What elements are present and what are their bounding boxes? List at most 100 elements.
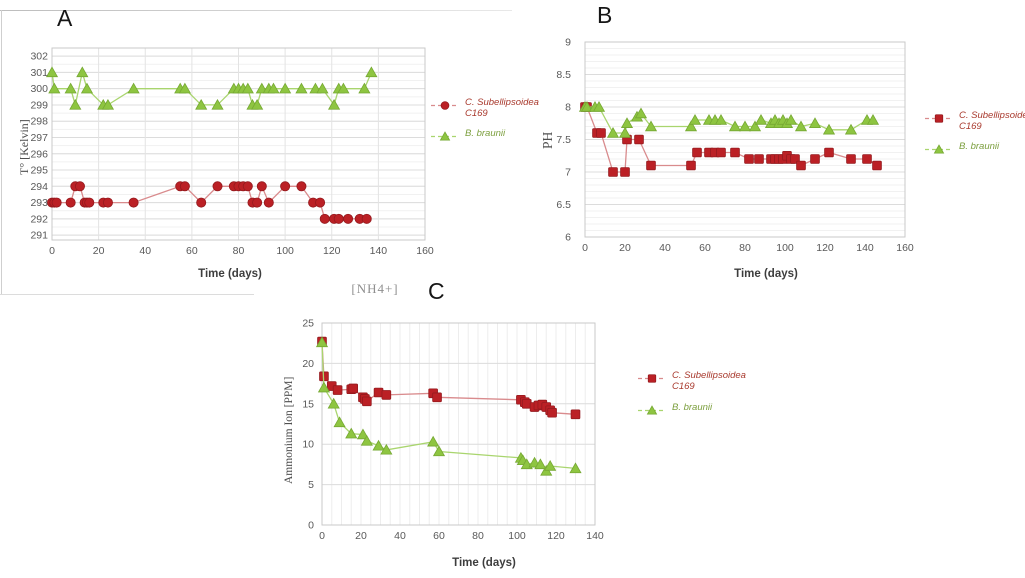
svg-text:40: 40 xyxy=(139,245,151,257)
panel-c-label: C xyxy=(428,278,445,304)
tick-labels: 0 20 40 60 80 100 120 140 0 5 10 15 20 25 xyxy=(302,318,604,543)
chart-ph: 0 20 40 60 80 100 120 140 160 6 6.5 7 7.5 8 8.5 9 xyxy=(556,37,914,255)
svg-text:100: 100 xyxy=(508,530,526,542)
chart-a-y-axis-title: T° [Kelvin] xyxy=(17,119,31,175)
svg-text:80: 80 xyxy=(472,530,484,542)
svg-text:5: 5 xyxy=(308,479,314,491)
svg-text:20: 20 xyxy=(93,245,105,257)
svg-text:292: 292 xyxy=(30,213,48,225)
svg-text:8.5: 8.5 xyxy=(556,69,571,81)
svg-text:60: 60 xyxy=(186,245,198,257)
svg-text:291: 291 xyxy=(30,230,48,242)
chart-temperature: 0 20 40 60 80 100 120 140 160 291 292 293 294 295 296 2… xyxy=(30,47,434,257)
green-triangle-marker-icon xyxy=(638,403,666,415)
red-circle-marker-icon xyxy=(431,98,459,110)
svg-text:120: 120 xyxy=(323,245,341,257)
plot-border xyxy=(584,41,906,238)
x-major-gridlines xyxy=(98,48,426,240)
svg-text:140: 140 xyxy=(856,242,874,254)
chart-b-legend-entry-c169: C. Subellipsoidea C169 xyxy=(925,110,1025,133)
red-square-marker-icon xyxy=(925,111,953,123)
svg-text:0: 0 xyxy=(49,245,55,257)
svg-text:9: 9 xyxy=(565,37,571,49)
svg-text:60: 60 xyxy=(699,242,711,254)
legend-label-braunii: B. braunii xyxy=(672,402,713,413)
svg-text:160: 160 xyxy=(416,245,434,257)
series-triangle xyxy=(45,66,378,110)
legend-label-c169: C. Subellipsoidea C169 xyxy=(672,370,746,393)
chart-c-legend-entry-braunii: B. braunii xyxy=(638,402,746,415)
chart-b-y-axis-title: PH xyxy=(540,131,555,149)
svg-text:0: 0 xyxy=(308,520,314,532)
svg-text:100: 100 xyxy=(276,245,294,257)
svg-text:296: 296 xyxy=(30,148,48,160)
svg-text:60: 60 xyxy=(433,530,445,542)
series-triangle xyxy=(578,100,880,138)
chart-b-legend-entry-braunii: B. braunii xyxy=(925,141,1025,154)
svg-text:80: 80 xyxy=(233,245,245,257)
legend-label-c169: C. Subellipsoidea C169 xyxy=(465,97,539,120)
svg-text:295: 295 xyxy=(30,165,48,177)
series-square xyxy=(317,336,581,420)
svg-text:100: 100 xyxy=(776,242,794,254)
svg-text:120: 120 xyxy=(547,530,565,542)
svg-text:10: 10 xyxy=(302,439,314,451)
svg-text:140: 140 xyxy=(586,530,604,542)
plot-border xyxy=(51,47,426,241)
svg-text:298: 298 xyxy=(30,116,48,128)
svg-text:6: 6 xyxy=(565,232,571,244)
chart-c-title: [NH4+] xyxy=(351,281,399,296)
tick-labels: 0 20 40 60 80 100 120 140 160 291 292 293 294 295 296 2… xyxy=(30,51,433,257)
chart-c-x-axis-title: Time (days) xyxy=(452,557,516,569)
legend-label-c169: C. Subellipsoidea C169 xyxy=(959,110,1025,133)
svg-text:160: 160 xyxy=(896,242,914,254)
svg-text:6.5: 6.5 xyxy=(556,199,571,211)
chart-c-legend-entry-c169: C. Subellipsoidea C169 xyxy=(638,370,746,393)
svg-text:20: 20 xyxy=(302,358,314,370)
page-left-border-line xyxy=(1,10,2,295)
svg-text:15: 15 xyxy=(302,398,314,410)
svg-text:20: 20 xyxy=(619,242,631,254)
legend-label-braunii: B. braunii xyxy=(959,141,1000,152)
svg-text:300: 300 xyxy=(30,83,48,95)
series-circle xyxy=(47,181,372,224)
svg-text:20: 20 xyxy=(355,530,367,542)
legend-label-braunii: B. braunii xyxy=(465,128,506,139)
svg-text:140: 140 xyxy=(370,245,388,257)
svg-text:40: 40 xyxy=(394,530,406,542)
svg-text:25: 25 xyxy=(302,318,314,330)
svg-text:294: 294 xyxy=(30,181,48,193)
chart-ammonium: 0 20 40 60 80 100 120 140 0 5 10 15 20 25 xyxy=(302,318,604,543)
svg-text:302: 302 xyxy=(30,51,48,63)
panel-b-label: B xyxy=(597,2,613,28)
chart-a-legend-entry-c169: C. Subellipsoidea C169 xyxy=(431,97,539,120)
red-square-marker-icon xyxy=(638,371,666,383)
svg-text:7: 7 xyxy=(565,167,571,179)
panel-a-label: A xyxy=(57,5,73,31)
x-minor-gridlines xyxy=(331,323,586,525)
svg-text:7.5: 7.5 xyxy=(556,134,571,146)
tick-labels: 0 20 40 60 80 100 120 140 160 6 6.5 7 7.5 8 8.5 9 xyxy=(556,37,914,255)
svg-text:0: 0 xyxy=(582,242,588,254)
svg-text:8: 8 xyxy=(565,102,571,114)
svg-text:120: 120 xyxy=(816,242,834,254)
chart-c-y-axis-title: Ammonium Ion [PPM] xyxy=(283,376,295,484)
chart-a-x-axis-title: Time (days) xyxy=(198,268,262,280)
chart-a-legend-entry-braunii: B. braunii xyxy=(431,128,539,141)
svg-text:80: 80 xyxy=(739,242,751,254)
page-top-border-line xyxy=(0,10,512,11)
chart-b-x-axis-title: Time (days) xyxy=(734,268,798,280)
green-triangle-marker-icon xyxy=(925,142,953,154)
svg-text:40: 40 xyxy=(659,242,671,254)
plot-border xyxy=(321,322,596,526)
svg-text:301: 301 xyxy=(30,67,48,79)
page-middle-border-line xyxy=(0,294,254,295)
svg-text:299: 299 xyxy=(30,99,48,111)
series-triangle xyxy=(315,336,582,476)
svg-text:297: 297 xyxy=(30,132,48,144)
svg-text:0: 0 xyxy=(319,530,325,542)
svg-text:293: 293 xyxy=(30,197,48,209)
green-triangle-marker-icon xyxy=(431,129,459,141)
